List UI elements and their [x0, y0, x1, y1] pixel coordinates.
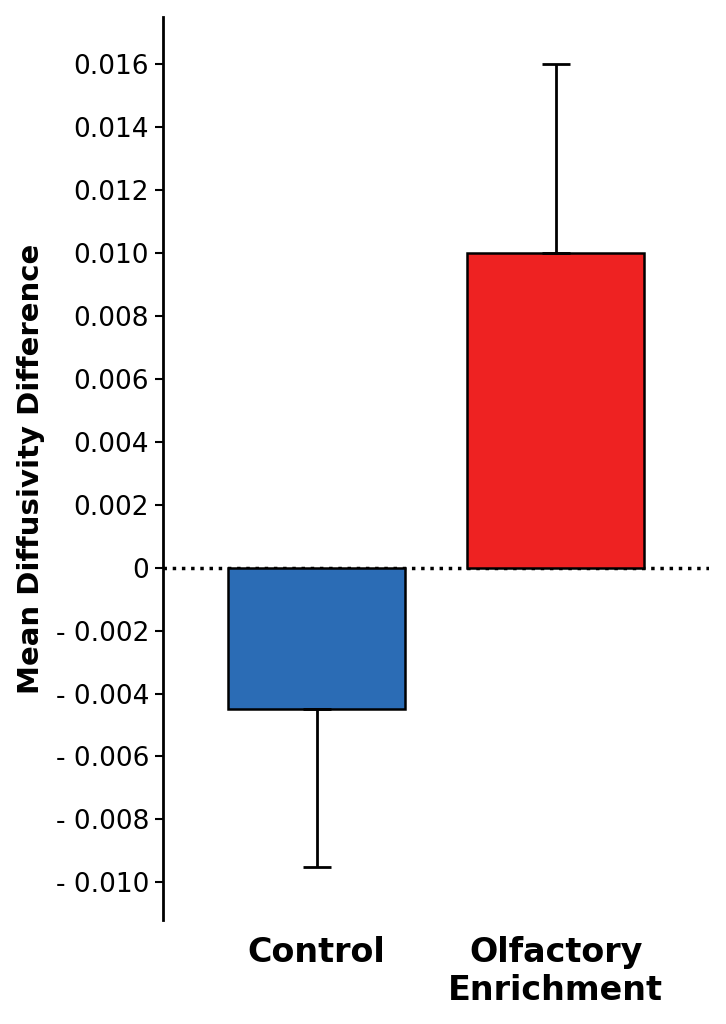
Y-axis label: Mean Diffusivity Difference: Mean Diffusivity Difference — [17, 244, 45, 693]
Bar — [467, 253, 645, 567]
Bar — [228, 567, 405, 710]
